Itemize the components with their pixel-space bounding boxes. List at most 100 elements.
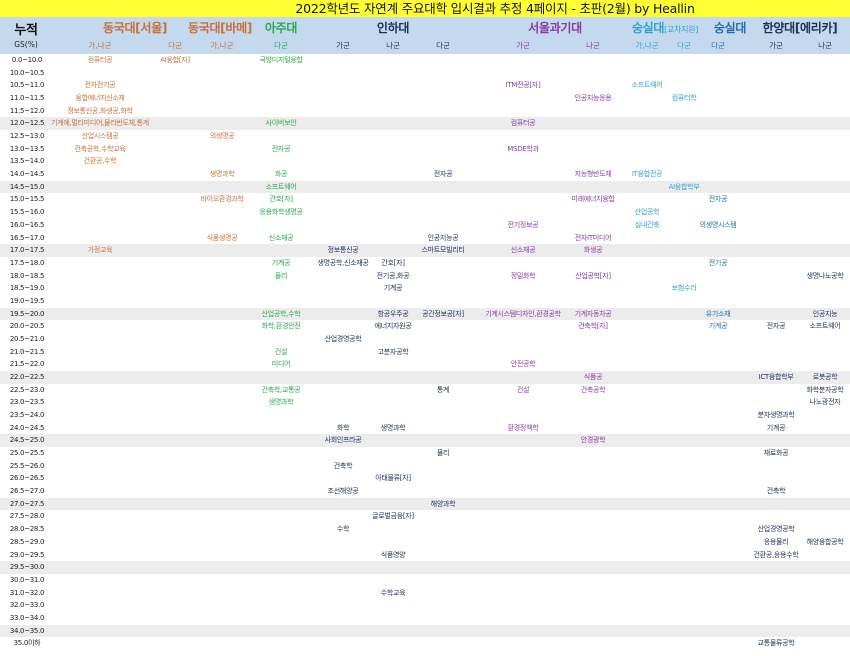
major-cell: 미디어	[271, 360, 291, 369]
gs-range-label: 14.5~15.0	[9, 182, 45, 191]
gs-range-label: 13.0~13.5	[9, 144, 45, 153]
major-cell: 응용물리	[763, 537, 789, 546]
major-cell: 컴퓨터학	[671, 94, 697, 103]
major-cell: AI융합[자]	[160, 56, 190, 64]
major-cell: 정보통신공,화생공,화학	[67, 106, 133, 115]
gs-range-label: 11.0~11.5	[9, 94, 45, 103]
group-header: 다군	[274, 41, 288, 50]
major-cell: 유기소재	[705, 309, 731, 318]
major-cell: 전자공	[766, 322, 786, 331]
gs-range-label: 31.0~32.0	[9, 588, 45, 597]
gs-range-label: 24.5~25.0	[9, 436, 45, 445]
major-cell: 산업공학[자]	[575, 271, 611, 280]
major-cell: 신소재공	[268, 233, 294, 242]
table-row: 32.0~33.0	[0, 599, 850, 612]
group-header: 가군	[769, 41, 783, 50]
table-row: 11.5~12.0 정보통신공,화생공,화학	[0, 105, 850, 118]
gs-range-label: 19.0~19.5	[9, 296, 45, 305]
university-name: 서울과기대	[528, 21, 582, 35]
major-cell: 화학	[336, 423, 350, 432]
major-cell: 기계공	[383, 284, 403, 293]
table-row: 17.5~18.0 기계공 생명공학,신소재공 간호[자] 전기공	[0, 257, 850, 270]
table-row: 35.0이하 교통물류공학	[0, 637, 850, 650]
major-cell: 컴퓨터공	[87, 56, 113, 64]
major-cell: 화학분자공학	[806, 385, 844, 394]
table-row: 26.0~26.5 아태물류[자]	[0, 472, 850, 485]
university-name: 한양대[에리카]	[762, 21, 838, 35]
gs-range-label: 30.0~31.0	[9, 575, 45, 584]
gs-range-label: 12.5~13.0	[9, 132, 45, 141]
university-name: 아주대	[264, 21, 298, 35]
group-header: 가군	[516, 41, 530, 50]
table-row: 12.5~13.0 산업시스템공 의생명공	[0, 130, 850, 143]
major-cell: 공간정보공[자]	[422, 309, 464, 318]
gs-range-label: 21.0~21.5	[9, 347, 45, 356]
gs-range-label: 11.5~12.0	[9, 106, 45, 115]
gs-range-label: 29.0~29.5	[9, 550, 45, 559]
gs-range-label: 21.5~22.0	[9, 360, 45, 369]
table-row: 13.5~14.0 건환공,수학	[0, 155, 850, 168]
group-header: 가,나군	[635, 41, 659, 50]
group-header: 다군	[436, 41, 450, 50]
table-row: 25.0~25.5 물리 재료화공	[0, 447, 850, 460]
major-cell: 인공지능	[812, 309, 838, 318]
major-cell: ICT융합학부	[758, 373, 794, 381]
major-cell: 미래에너지융합	[571, 195, 615, 204]
major-cell: 건축학	[766, 487, 786, 496]
gs-range-label: 25.0~25.5	[9, 449, 45, 458]
major-cell: 전자공	[271, 144, 291, 153]
major-cell: 건축공학,수학교육	[74, 144, 126, 153]
table-row: 22.0~22.5 식품공 ICT융합학부 로봇공학	[0, 371, 850, 384]
table-row: 19.5~20.0 산업공학,수학 항공우주공 공간정보공[자] 기계시스템디자인,환경…	[0, 307, 850, 321]
table-row: 29.5~30.0	[0, 561, 850, 574]
major-cell: 의생명시스템	[699, 220, 737, 229]
university-name: 숭실대	[713, 21, 747, 35]
major-cell: 통계	[436, 385, 450, 394]
table-row: 24.0~24.5 화학 생명과학 환경정책학 기계공	[0, 422, 850, 435]
major-cell: 환경정책학	[507, 423, 539, 432]
gs-range-label: 35.0이하	[13, 639, 41, 648]
table-row: 18.0~18.5 물리 전기공,화공 정밀화학 산업공학[자] 생명나노공학	[0, 270, 850, 283]
university-name: 동국대[서울]	[102, 21, 168, 35]
university-name: 숭실대	[631, 21, 665, 35]
corner-sub-label: GS(%)	[14, 40, 38, 49]
major-cell: 국방디지털융합	[259, 56, 303, 64]
table-row: 16.5~17.0 식품생명공 신소재공 인공지능공 전자IT미디어	[0, 232, 850, 245]
major-cell: 물리	[274, 271, 288, 280]
university-name: 인하대	[376, 21, 410, 35]
major-cell: 해양융합공학	[806, 537, 844, 546]
major-cell: 해양과학	[430, 499, 456, 508]
table-row: 0.0~10.0 컴퓨터공 AI융합[자] 국방디지털융합	[0, 54, 850, 67]
gs-range-label: 16.5~17.0	[9, 233, 45, 242]
major-cell: 컴퓨터공	[510, 119, 536, 128]
major-cell: 보험수리	[671, 284, 697, 293]
gs-range-label: 22.0~22.5	[9, 373, 45, 381]
major-cell: 전자전기공	[84, 81, 116, 90]
major-cell: 인공지능공	[427, 233, 459, 242]
table-row: 13.0~13.5 건축공학,수학교육 전자공 MSDE학과	[0, 143, 850, 156]
table-row: 25.5~26.0 건축학	[0, 460, 850, 473]
gs-range-label: 23.5~24.0	[9, 411, 45, 420]
gs-range-label: 26.5~27.0	[9, 487, 45, 496]
table-row: 33.0~34.0	[0, 612, 850, 625]
page-title: 2022학년도 자연계 주요대학 입시결과 추정 4페이지 - 초판(2월) b…	[295, 1, 695, 16]
table-row: 15.5~16.0 응용화학생명공 산업공학	[0, 206, 850, 219]
gs-range-label: 22.5~23.0	[9, 385, 45, 394]
table-row: 24.5~25.0 사회인프라공 안경광학	[0, 434, 850, 448]
major-cell: 물리	[436, 449, 450, 458]
major-cell: 전기공,화공	[376, 271, 410, 280]
major-cell: 건축학	[333, 461, 353, 470]
major-cell: 소프트웨어	[265, 182, 297, 191]
major-cell: 기계예,멀티미디어,물리반도체,통계	[51, 119, 149, 128]
major-cell: 융합에너지신소재	[75, 94, 125, 103]
major-cell: 산업시스템공	[81, 132, 119, 141]
major-cell: 건축학[자]	[578, 322, 608, 331]
university-header: 한양대[에리카]	[763, 19, 838, 36]
major-cell: 화학,환경안전	[261, 322, 301, 331]
major-cell: 기계공	[271, 258, 291, 267]
major-cell: 건축학,교통공	[261, 385, 301, 394]
table-row: 19.0~19.5	[0, 295, 850, 308]
major-cell: 건환공,응용수학	[753, 550, 799, 559]
major-cell: 인공지능응용	[574, 94, 612, 103]
table-row: 27.0~27.5 해양과학	[0, 497, 850, 511]
